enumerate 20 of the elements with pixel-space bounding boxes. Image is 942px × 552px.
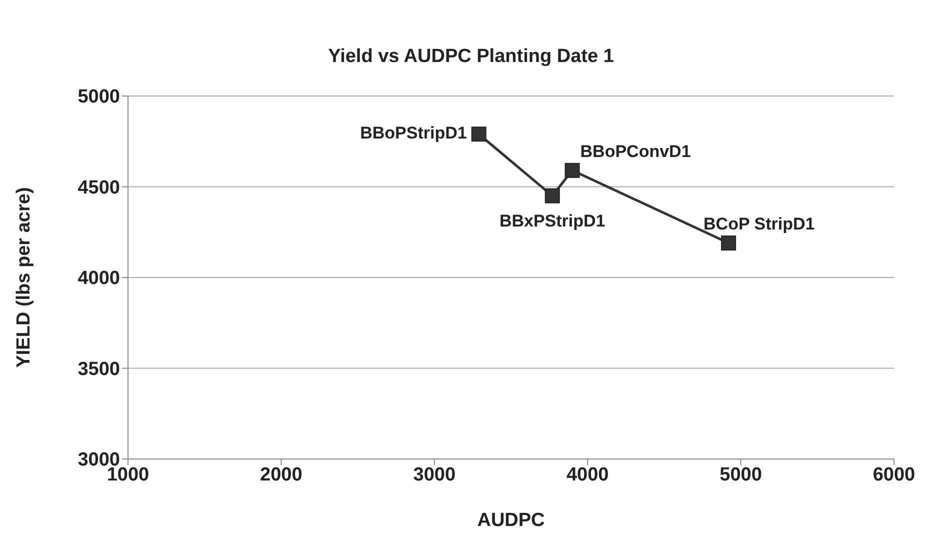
x-tick-label: 2000 — [260, 464, 302, 486]
y-axis-title: YIELD (lbs per acre) — [14, 187, 35, 368]
y-tick-label: 3500 — [78, 358, 120, 380]
annotation: BCoP StripD1 — [704, 214, 815, 234]
point — [471, 126, 486, 142]
y-tick-label: 4000 — [78, 268, 120, 290]
x-tick-label: 3000 — [413, 464, 456, 486]
chart-title: Yield vs AUDPC Planting Date 1 — [327, 45, 615, 69]
point — [544, 188, 560, 204]
annotation: BBoPStripD1 — [360, 124, 467, 143]
x-tick-label: 5000 — [720, 464, 762, 486]
x-tick-label: 4000 — [566, 464, 609, 486]
point — [564, 162, 580, 178]
y-tick-label: 4500 — [78, 177, 120, 198]
x-tick-label: 6000 — [872, 464, 916, 486]
annotation: BBxPStripD1 — [499, 211, 606, 230]
x-axis-title: AUDPC — [477, 510, 546, 531]
y-tick-label: 5000 — [78, 86, 120, 108]
point — [721, 236, 736, 251]
annotation: BBoPConvD1 — [580, 142, 691, 161]
